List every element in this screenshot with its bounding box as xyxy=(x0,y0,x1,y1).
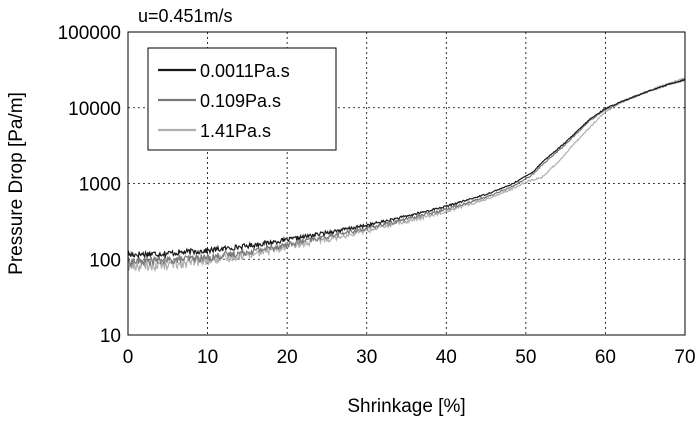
x-tick-label: 70 xyxy=(674,347,695,368)
y-tick-label: 100000 xyxy=(58,23,121,44)
x-tick-label: 30 xyxy=(356,347,377,368)
legend-label: 0.0011Pa.s xyxy=(200,61,290,81)
legend-label: 0.109Pa.s xyxy=(200,91,281,111)
x-tick-label: 0 xyxy=(123,347,134,368)
y-tick-label: 10 xyxy=(100,326,121,347)
legend-label: 1.41Pa.s xyxy=(200,121,271,141)
chart-title: u=0.451m/s xyxy=(138,6,233,26)
x-tick-label: 20 xyxy=(277,347,298,368)
series-group xyxy=(127,77,686,273)
x-tick-label: 10 xyxy=(197,347,218,368)
y-tick-label: 10000 xyxy=(68,99,121,120)
y-tick-label: 1000 xyxy=(79,175,121,196)
series-line-0 xyxy=(127,78,686,259)
y-tick-label: 100 xyxy=(89,250,121,271)
plot-area xyxy=(127,31,686,336)
x-axis-title: Shrinkage [%] xyxy=(347,396,465,417)
y-axis-title: Pressure Drop [Pa/m] xyxy=(6,92,27,275)
series-line-1 xyxy=(127,79,686,268)
x-tick-label: 50 xyxy=(515,347,536,368)
x-tick-label: 60 xyxy=(595,347,616,368)
x-tick-label: 40 xyxy=(436,347,457,368)
legend: 0.0011Pa.s 0.109Pa.s 1.41Pa.s xyxy=(147,47,337,151)
